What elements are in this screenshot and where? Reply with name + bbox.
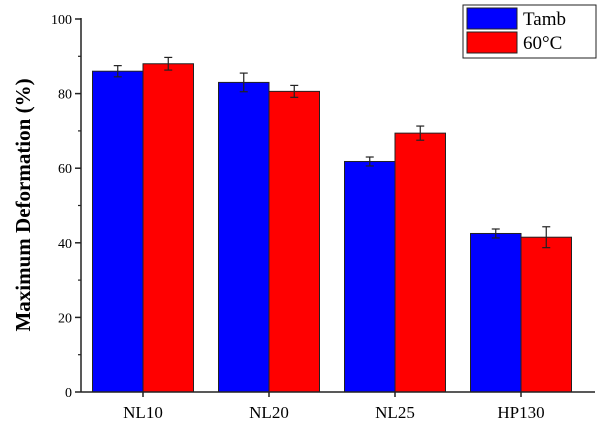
bar-NL20-60°C	[268, 90, 320, 393]
bar-NL10-Tamb	[92, 70, 144, 393]
y-tick-label: 60	[58, 162, 72, 177]
x-tick-label: NL20	[249, 403, 289, 422]
y-tick-label: 20	[58, 311, 72, 326]
bar-NL20-Tamb	[218, 81, 270, 393]
y-tick-label: 0	[65, 386, 72, 401]
legend-swatch-60°C	[466, 31, 518, 54]
bar-NL10-60°C	[142, 63, 194, 393]
legend: Tamb 60°C	[462, 4, 597, 59]
x-tick-label: NL10	[123, 403, 163, 422]
bar-NL25-60°C	[394, 132, 446, 393]
legend-swatch-Tamb	[466, 7, 518, 30]
bar-HP130-Tamb	[470, 232, 522, 393]
bar-NL25-Tamb	[344, 160, 396, 393]
legend-label: 60°C	[523, 33, 562, 54]
x-tick-label: HP130	[497, 403, 544, 422]
legend-label: Tamb	[523, 9, 566, 30]
y-tick-label: 40	[58, 237, 72, 252]
bar-HP130-60°C	[520, 236, 572, 393]
y-axis-label: Maximum Deformation (%)	[11, 78, 35, 331]
y-tick-label: 80	[58, 88, 72, 103]
x-tick-label: NL25	[375, 403, 415, 422]
y-tick-label: 100	[51, 13, 72, 28]
